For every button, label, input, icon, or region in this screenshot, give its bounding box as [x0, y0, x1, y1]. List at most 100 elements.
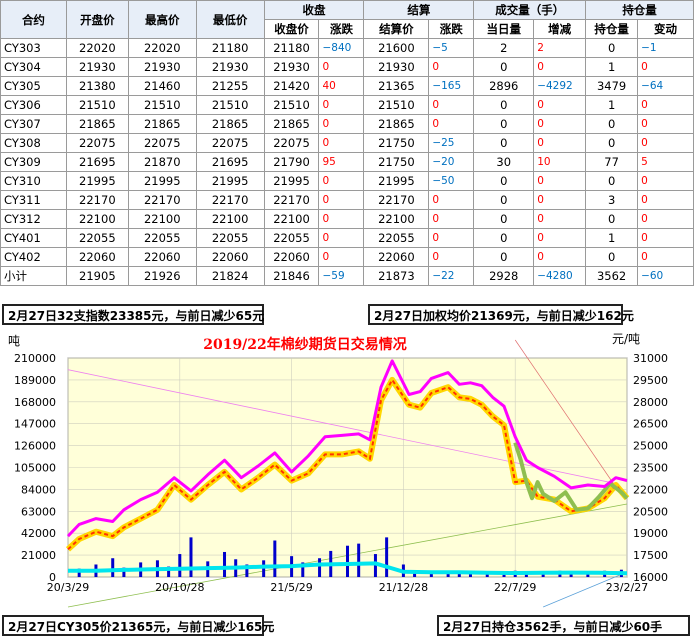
x-axis: 20/3/29 20/10/28 21/5/29 21/12/28 22/7/29 23/… [47, 581, 648, 594]
right-axis: 16000 17500 19000 20500 22000 23500 25000 26500… [633, 352, 668, 584]
table-cell: 21790 [263, 152, 320, 172]
table-cell: 0 [428, 190, 475, 210]
header-open-interest: 持仓量 [585, 19, 639, 39]
contract-cell: CY305 [0, 76, 67, 96]
right-tick-label: 29500 [633, 374, 668, 387]
contract-cell: CY310 [0, 171, 67, 191]
volume-bar [223, 551, 227, 577]
header-day-volume: 当日量 [473, 19, 535, 39]
table-cell: 22020 [127, 38, 197, 58]
table-cell: 22100 [363, 209, 430, 229]
table-cell: 21750 [363, 152, 430, 172]
table-cell: 21870 [127, 152, 197, 172]
volume-bar [346, 545, 349, 577]
table-cell: 0 [318, 114, 365, 134]
right-tick-label: 19000 [633, 527, 668, 540]
table-cell: 0 [533, 190, 587, 210]
x-tick-label: 22/7/29 [494, 581, 536, 594]
contract-cell: CY402 [0, 247, 67, 267]
table-row: CY310 21995 21995 21995 21995 0 21995 −50 0 0 0 0 [0, 171, 694, 191]
volume-bar [111, 558, 115, 577]
table-cell: 0 [637, 209, 694, 229]
volume-bar [457, 571, 461, 577]
futures-quote-table: 合约 开盘价 最高价 最低价 收盘 结算 成交量（手） 持仓量 收盘价 涨跌 结… [0, 0, 694, 286]
table-cell: 21930 [127, 57, 197, 77]
table-cell: 2896 [473, 76, 535, 96]
right-tick-label: 16000 [633, 571, 668, 584]
table-cell: 21930 [363, 57, 430, 77]
table-cell: −165 [428, 76, 475, 96]
table-cell: 0 [473, 95, 535, 115]
table-cell: 0 [318, 190, 365, 210]
table-cell: 21873 [363, 266, 430, 286]
table-cell: 30 [473, 152, 535, 172]
table-row: CY401 22055 22055 22055 22055 0 22055 0 0 0 1 0 [0, 228, 694, 248]
index-trend-line [67, 369, 616, 484]
table-cell: −59 [318, 266, 365, 286]
table-cell: 0 [318, 209, 365, 229]
contract-cell: CY309 [0, 152, 67, 172]
table-cell: 0 [637, 57, 694, 77]
table-cell: 1 [585, 57, 639, 77]
volume-bar [262, 560, 266, 577]
header-open: 开盘价 [65, 0, 129, 39]
position-note: 2月27日持仓3562手，与前日减少60手 [437, 615, 690, 636]
volume-bar [189, 537, 193, 577]
left-tick-label: 0 [49, 571, 56, 584]
cotton-yarn-futures-chart: 0 21000 42000 63000 84000 105000 126000 147000 1… [0, 325, 694, 615]
table-row: CY303 22020 22020 21180 21180 −840 21600 −5 2 2 0−… [0, 38, 694, 58]
table-cell: 22170 [65, 190, 129, 210]
table-cell: 22170 [195, 190, 265, 210]
right-tick-label: 25000 [633, 440, 668, 453]
table-cell: 0 [318, 171, 365, 191]
table-cell: 0 [473, 171, 535, 191]
table-cell: 21995 [65, 171, 129, 191]
table-cell: 0 [428, 247, 475, 267]
table-cell: 10 [533, 152, 587, 172]
table-cell: 0 [428, 209, 475, 229]
contract-cell: CY311 [0, 190, 67, 210]
contract-cell: 小计 [0, 266, 67, 286]
open-interest-line [68, 561, 628, 576]
table-cell: 0 [637, 114, 694, 134]
table-cell: 21865 [263, 114, 320, 134]
table-cell: 2928 [473, 266, 535, 286]
table-cell: 22060 [127, 247, 197, 267]
table-cell: 0 [428, 57, 475, 77]
table-cell: 0 [637, 171, 694, 191]
table-row: CY306 21510 21510 21510 21510 0 21510 0 0 0 1 0 [0, 95, 694, 115]
header-close-price: 收盘价 [263, 19, 320, 39]
table-cell: 21905 [65, 266, 129, 286]
table-cell: 21255 [195, 76, 265, 96]
table-row: CY304 21930 21930 21930 21930 0 21930 0 0 0 1 0 [0, 57, 694, 77]
table-cell: 22060 [363, 247, 430, 267]
volume-bar [167, 566, 171, 577]
table-cell: 22170 [363, 190, 430, 210]
table-cell: 0 [533, 228, 587, 248]
volume-bar [122, 567, 126, 577]
table-cell: 0 [473, 57, 535, 77]
table-cell: 0 [318, 95, 365, 115]
left-tick-label: 63000 [21, 505, 56, 518]
note-pointer-line [514, 339, 622, 496]
table-cell: 40 [318, 76, 365, 96]
table-cell: 21695 [65, 152, 129, 172]
table-cell: −64 [637, 76, 694, 96]
table-cell: 0 [473, 247, 535, 267]
volume-bar [318, 558, 322, 577]
left-tick-label: 42000 [21, 527, 56, 540]
table-cell: 21180 [263, 38, 320, 58]
table-cell: 22100 [263, 209, 320, 229]
table-cell: 2 [473, 38, 535, 58]
table-cell: 0 [533, 171, 587, 191]
right-tick-label: 22000 [633, 483, 668, 496]
table-cell: 21930 [195, 57, 265, 77]
header-contract: 合约 [0, 0, 67, 39]
table-cell: 3 [585, 190, 639, 210]
x-tick-label: 20/10/28 [155, 581, 204, 594]
right-tick-label: 28000 [633, 396, 668, 409]
volume-bar [245, 564, 249, 577]
table-cell: 22100 [127, 209, 197, 229]
table-cell: 21995 [363, 171, 430, 191]
cy305-note: 2月27日CY305价21365元，与前日减少165元 [2, 615, 274, 636]
